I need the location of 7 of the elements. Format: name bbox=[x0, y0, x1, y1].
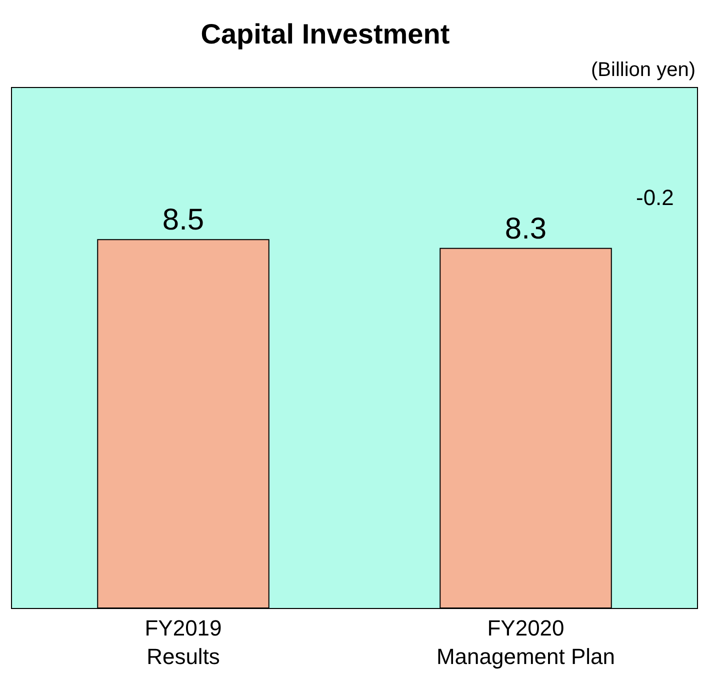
text: (Billion yen) bbox=[591, 59, 696, 81]
x-tick-label: FY2019 Results bbox=[144, 615, 222, 669]
data-label: 8.5 bbox=[162, 204, 204, 237]
x-tick-label: FY2020 Management Plan bbox=[436, 615, 616, 669]
chart-title: Capital Investment bbox=[200, 18, 450, 50]
data-label: 8.3 bbox=[504, 212, 547, 246]
annotation: -0.2 bbox=[636, 185, 674, 210]
